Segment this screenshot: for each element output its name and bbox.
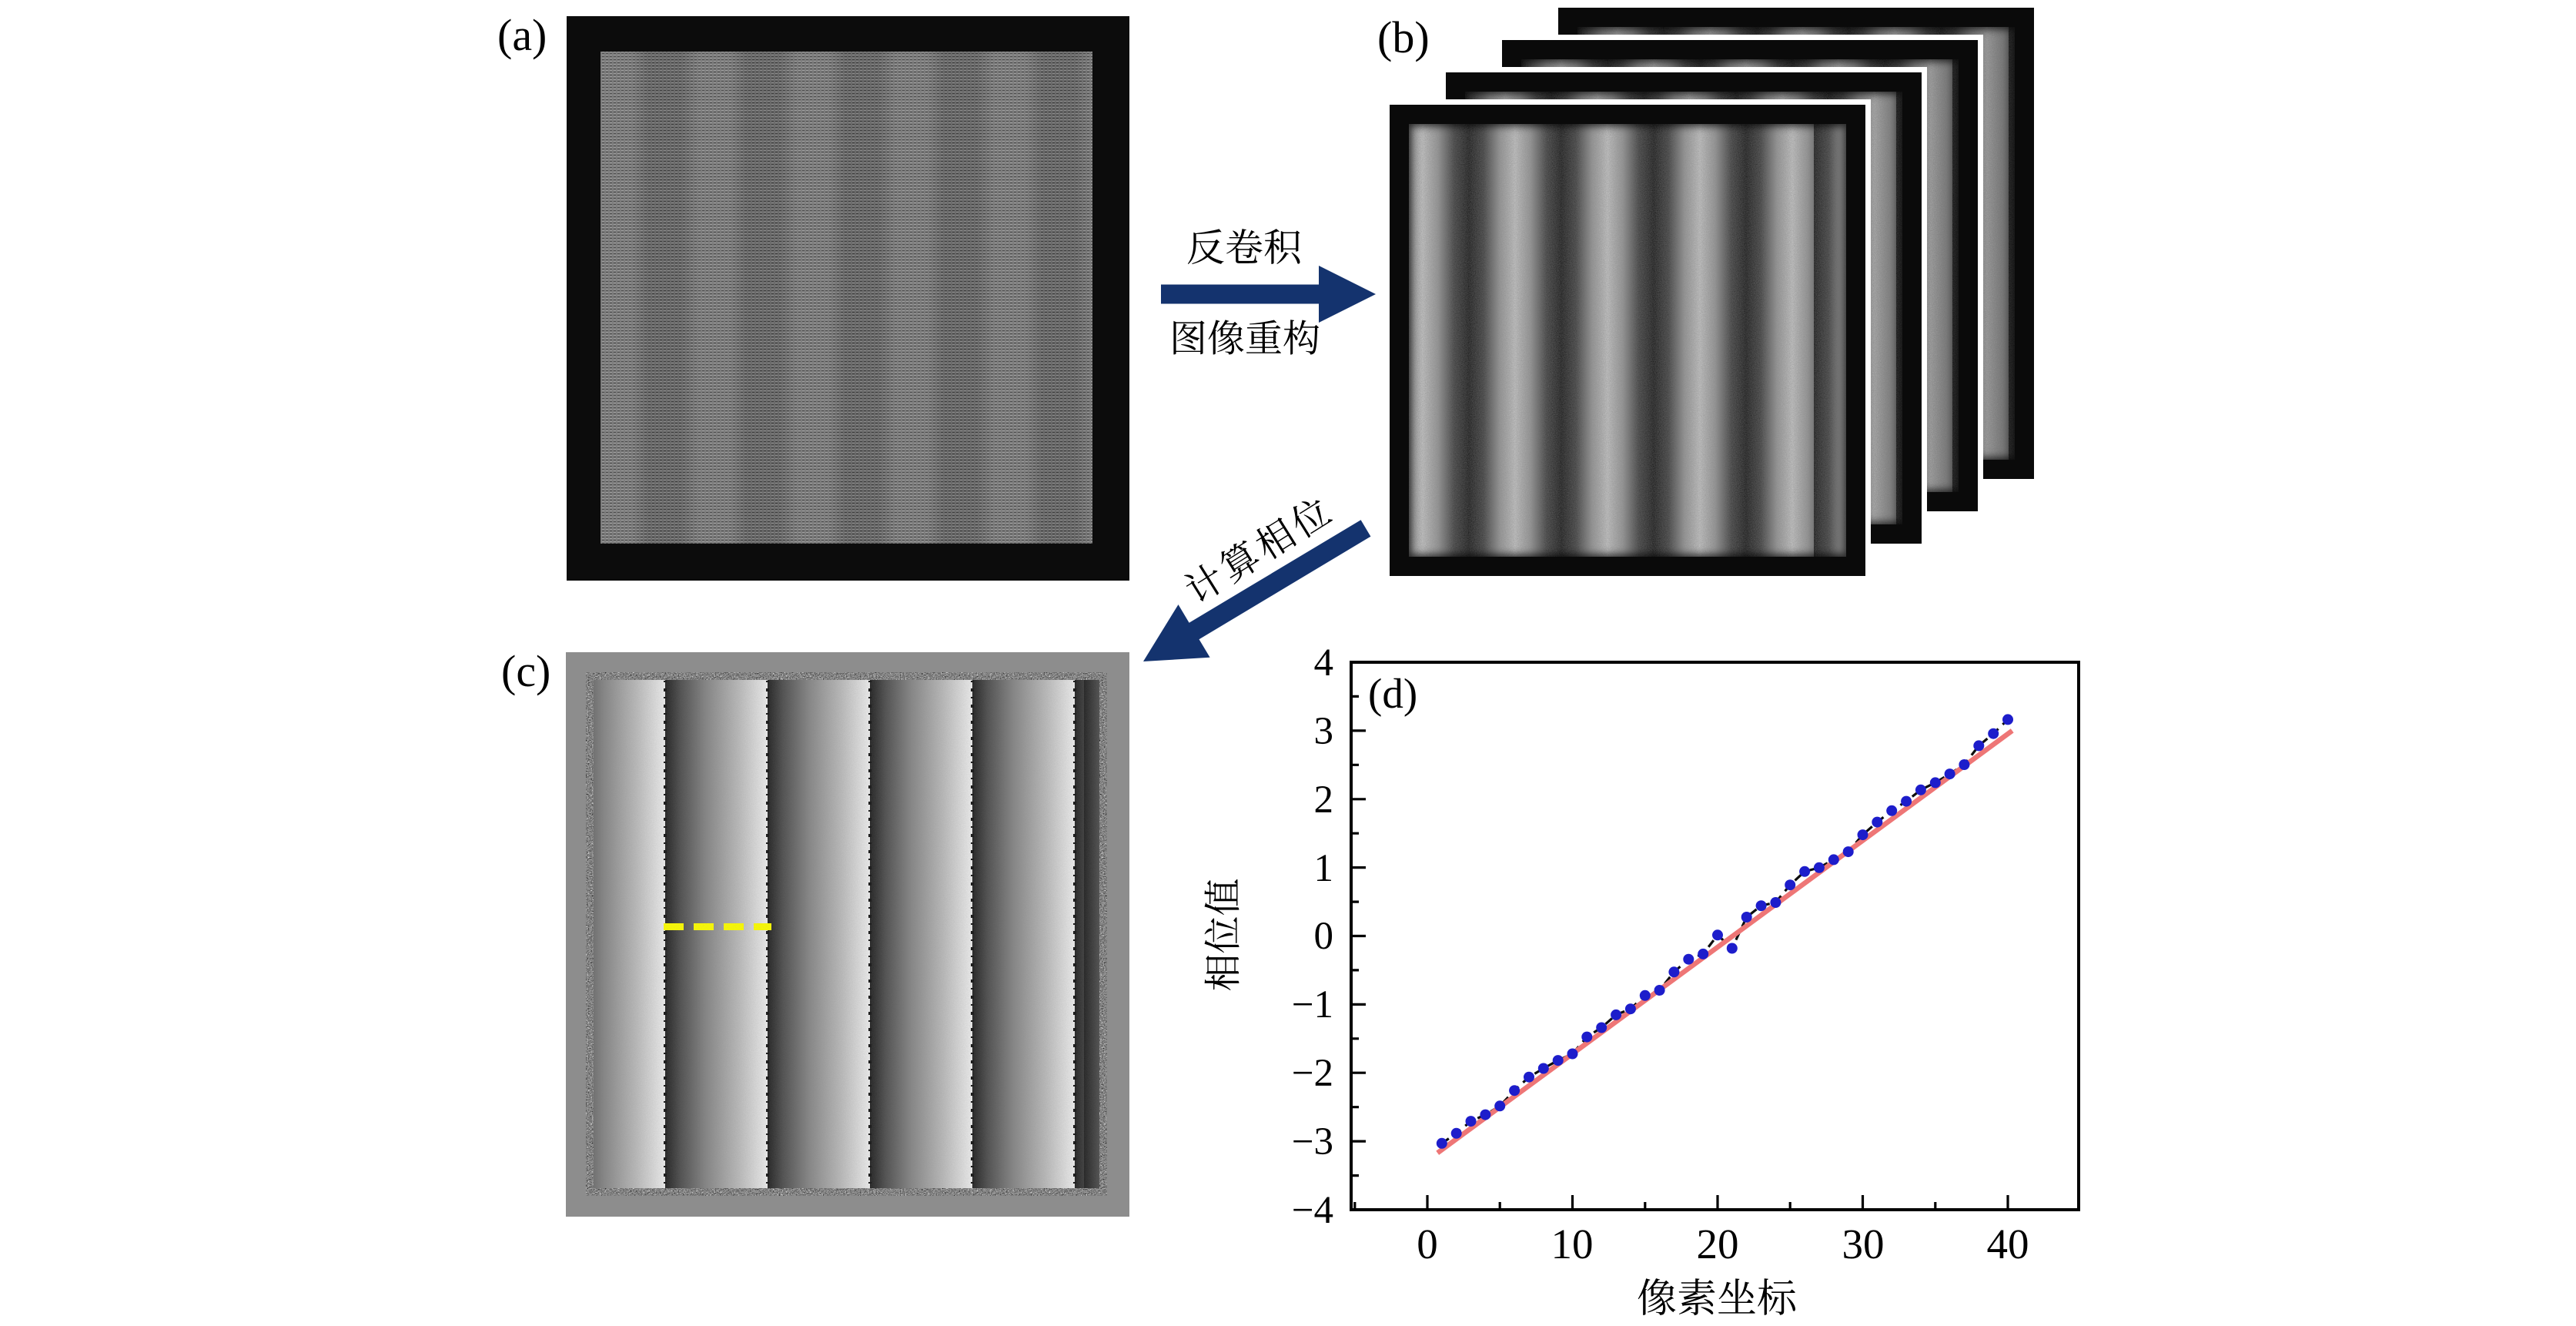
svg-text:−3: −3 xyxy=(1292,1120,1333,1164)
svg-text:10: 10 xyxy=(1551,1221,1594,1267)
svg-text:−4: −4 xyxy=(1292,1189,1333,1232)
svg-text:0: 0 xyxy=(1417,1221,1438,1267)
svg-text:4: 4 xyxy=(1314,641,1334,685)
svg-text:20: 20 xyxy=(1697,1221,1739,1267)
svg-text:−2: −2 xyxy=(1292,1052,1333,1095)
svg-text:0: 0 xyxy=(1314,915,1334,958)
svg-text:40: 40 xyxy=(1987,1221,2029,1267)
svg-text:(d): (d) xyxy=(1368,670,1417,717)
svg-text:2: 2 xyxy=(1314,779,1334,822)
svg-text:3: 3 xyxy=(1314,710,1334,753)
svg-text:−1: −1 xyxy=(1292,983,1333,1026)
svg-text:1: 1 xyxy=(1314,847,1334,890)
svg-text:30: 30 xyxy=(1842,1221,1885,1267)
